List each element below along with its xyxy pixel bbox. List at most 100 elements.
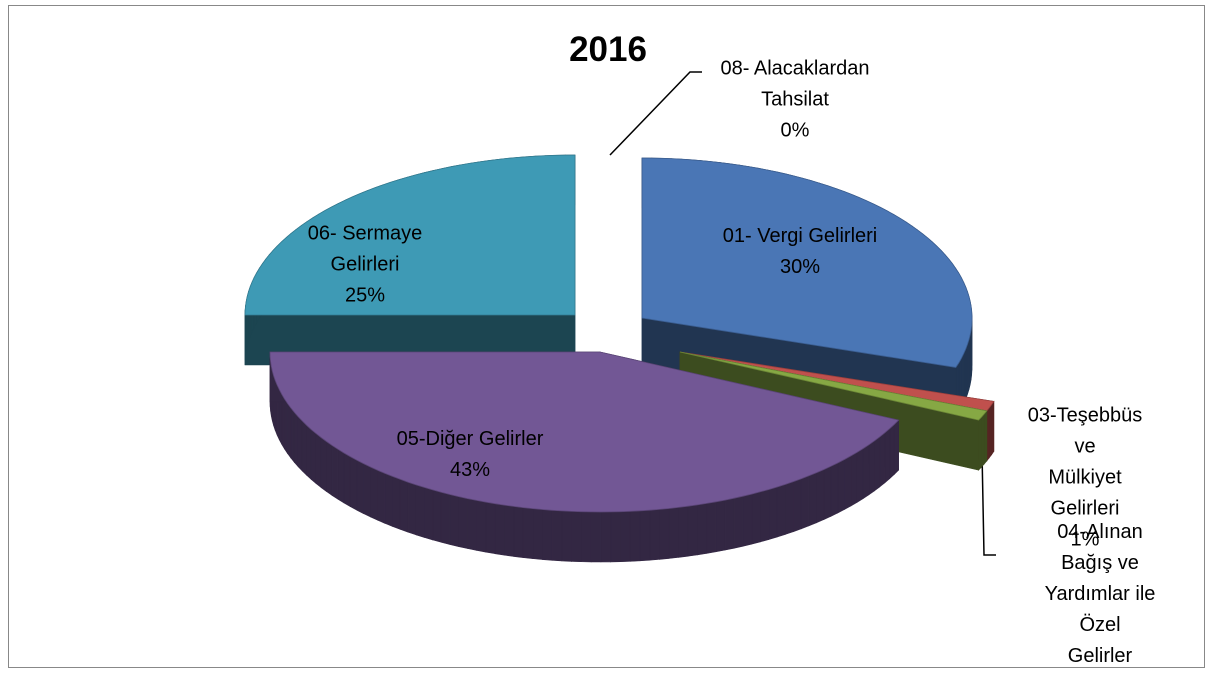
slice-side (331, 444, 339, 500)
value-label: 30% (779, 256, 821, 278)
value-label: 0% (780, 119, 810, 142)
slice-side (424, 487, 434, 541)
slice-side (600, 511, 612, 563)
leader-line (609, 71, 702, 156)
slice-side (287, 402, 292, 459)
slice-side (874, 436, 881, 492)
slice-side (494, 503, 505, 556)
data-label: 06- Sermaye Gelirleri 25% (308, 219, 423, 312)
slice-side (467, 498, 477, 551)
slice-side (485, 501, 496, 555)
slice-side (590, 511, 602, 563)
slice-side (697, 503, 708, 556)
slice-side (370, 466, 378, 521)
slice-side (629, 510, 641, 562)
slice-side (326, 440, 333, 496)
value-label: 1% (1070, 528, 1100, 551)
slice-side (751, 491, 761, 545)
slice-side (862, 444, 870, 500)
slice-side (407, 481, 417, 536)
slice-side (504, 504, 515, 557)
slice-side (776, 483, 786, 538)
slice-side (532, 508, 543, 560)
slice-side (991, 400, 995, 456)
slice-side (290, 406, 295, 464)
slice-side (983, 410, 988, 465)
slice-side (551, 509, 563, 562)
slice-side (868, 440, 875, 496)
slice-side (879, 432, 886, 488)
slice-side (793, 478, 802, 533)
slice-side (337, 448, 345, 504)
slice-side (978, 416, 982, 471)
slice-side (297, 415, 303, 472)
slice-side (561, 510, 572, 562)
slice-side (306, 424, 312, 481)
slice-side (893, 419, 899, 476)
slice-side (610, 511, 621, 563)
slice-side (281, 393, 285, 450)
slice-side (830, 462, 839, 517)
slice-side (823, 465, 832, 521)
slice-side (844, 455, 852, 511)
slice-side (668, 507, 679, 559)
slice-side (432, 489, 442, 543)
slice-side (768, 486, 778, 540)
slice-side (449, 494, 459, 547)
slice-side (785, 481, 794, 535)
slice-side (816, 469, 825, 524)
slice-top (679, 351, 988, 421)
slice-side (399, 478, 409, 533)
slice-side (522, 507, 534, 559)
slice-side (724, 497, 735, 551)
slice-side (706, 501, 717, 554)
slice-side (284, 397, 288, 455)
slice-side (513, 506, 524, 558)
slice-side (363, 463, 371, 518)
slice-side (963, 348, 967, 404)
slice-side (310, 428, 317, 485)
slice-side (889, 423, 895, 480)
leader-line (981, 451, 996, 556)
slice-top (641, 157, 973, 368)
slice-top (244, 154, 576, 316)
slice-side (440, 491, 451, 545)
slice-side (315, 432, 322, 489)
value-label: 25% (344, 284, 386, 307)
slice-top (269, 351, 900, 513)
slice-side (581, 511, 592, 563)
slice-side (678, 505, 689, 558)
value-label: 43% (449, 459, 491, 481)
slice-side (837, 459, 845, 514)
slice-side (856, 447, 864, 503)
data-label: 04-Alınan Bağış ve Yardımlar ile Özel Ge… (1044, 517, 1156, 675)
chart-title: 2016 (569, 30, 647, 69)
slice-side (981, 413, 985, 468)
slice-side (542, 509, 553, 561)
slice-side (349, 456, 358, 511)
data-label: 03-Teşebbüs ve Mülkiyet Gelirleri 1% (1022, 401, 1149, 556)
slice-side (659, 508, 670, 560)
slice-side (760, 489, 770, 543)
slice-side (639, 509, 651, 562)
slice-side (571, 511, 582, 563)
slice-side (687, 504, 698, 557)
slice-side (458, 496, 468, 549)
slice-side (884, 427, 891, 484)
slice-side (384, 472, 393, 527)
slice-side (343, 452, 351, 508)
data-label: 08- Alacaklardan Tahsilat 0% (721, 54, 870, 147)
slice-side (989, 403, 992, 459)
data-label: 01- Vergi Gelirleri 30% (723, 221, 878, 283)
slice-side (715, 499, 726, 553)
slice-side (808, 472, 817, 527)
slice-side (476, 500, 487, 553)
slice-side (620, 511, 631, 563)
slice-side (356, 459, 364, 515)
slice-side (377, 469, 386, 524)
slice-side (293, 411, 299, 468)
slice-side (320, 436, 327, 493)
slice-side (415, 484, 425, 538)
